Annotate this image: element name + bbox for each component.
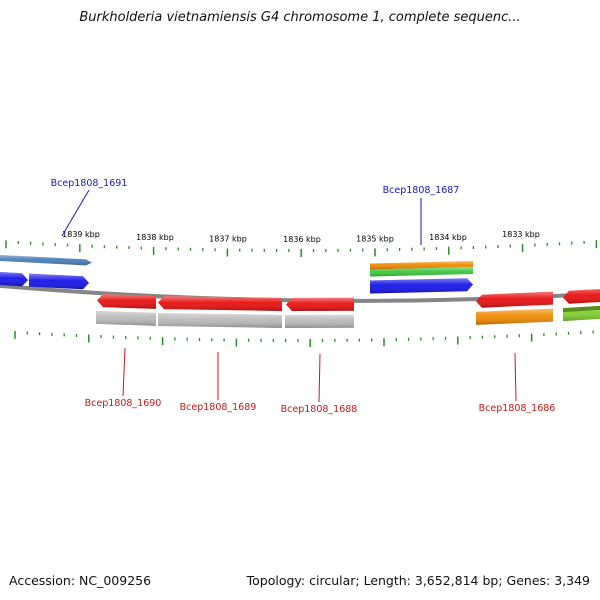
- gene-shading: [476, 291, 553, 308]
- inner-tick-row: [14, 330, 594, 347]
- gene-label[interactable]: Bcep1808_1691: [51, 178, 128, 189]
- leader-line: [318, 353, 321, 403]
- gene-label[interactable]: Bcep1808_1688: [281, 404, 358, 415]
- gene-label[interactable]: Bcep1808_1687: [383, 185, 460, 196]
- topology-text: Topology: circular; Length: 3,652,814 bp…: [246, 573, 590, 588]
- gene-shading: [0, 271, 28, 287]
- gene-shading: [29, 273, 89, 290]
- gene-label-row: Bcep1808_1691 Bcep1808_1687 Bcep1808_1690 B…: [51, 178, 556, 415]
- gene-shading: [476, 308, 553, 325]
- scale-label: 1833 kbp: [502, 230, 540, 239]
- gene-arrow[interactable]: [563, 305, 600, 313]
- gene-shading: [370, 261, 473, 270]
- scale-label: 1838 kbp: [136, 233, 174, 242]
- gene-shading: [285, 314, 354, 328]
- gene-shading: [0, 254, 92, 266]
- map-title: Burkholderia vietnamiensis G4 chromosome…: [79, 10, 521, 25]
- scale-label-row: 1839 kbp 1838 kbp 1837 kbp 1836 kbp 1835 kbp…: [62, 230, 540, 244]
- leader-line: [514, 352, 517, 402]
- label-leader-lines: [61, 189, 517, 403]
- outer-tick-row: [5, 240, 598, 257]
- gene-shading: [158, 296, 282, 311]
- accession-text: Accession: NC_009256: [9, 573, 152, 588]
- gene-label[interactable]: Bcep1808_1689: [180, 402, 257, 413]
- scale-label: 1837 kbp: [209, 234, 247, 243]
- gene-shading: [97, 294, 156, 309]
- gene-track: [0, 254, 600, 328]
- scale-label: 1839 kbp: [62, 230, 100, 239]
- gene-shading: [158, 312, 282, 328]
- scale-label: 1836 kbp: [283, 235, 321, 244]
- gene-shading: [96, 310, 156, 326]
- gene-shading: [370, 267, 473, 277]
- gene-shading: [563, 288, 600, 304]
- gene-label[interactable]: Bcep1808_1690: [85, 398, 162, 409]
- leader-line: [61, 189, 90, 237]
- gene-shading: [370, 278, 473, 294]
- scale-label: 1835 kbp: [356, 234, 394, 243]
- leader-line: [122, 347, 126, 397]
- scale-label: 1834 kbp: [429, 233, 467, 242]
- gene-label[interactable]: Bcep1808_1686: [479, 403, 556, 414]
- gene-shading: [286, 297, 354, 311]
